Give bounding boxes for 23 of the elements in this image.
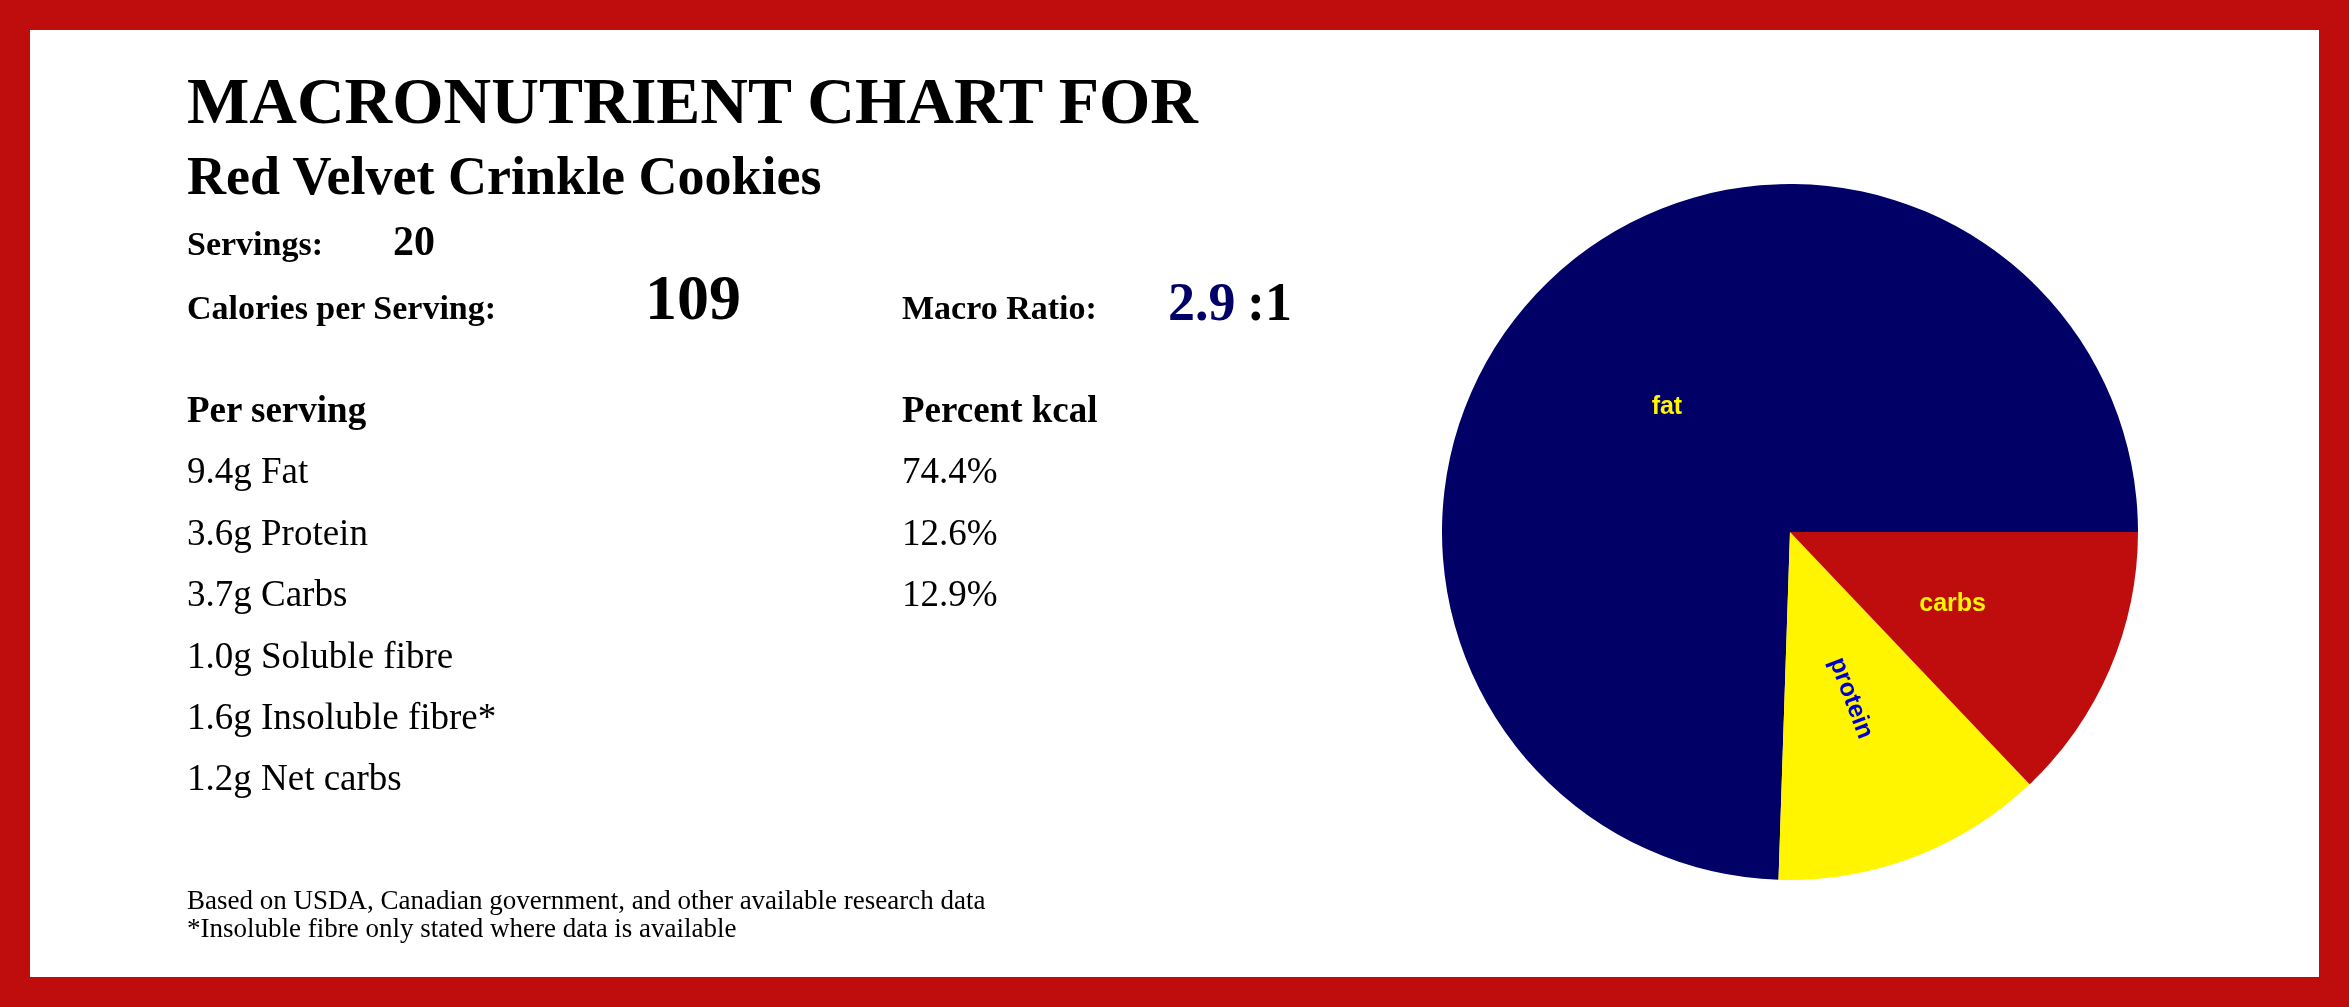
- text: 9.4g Fat: [187, 449, 309, 491]
- text: 1.0g Soluble fibre: [187, 634, 454, 676]
- text: Servings:: [187, 225, 323, 263]
- text: Percent kcal: [902, 388, 1098, 430]
- text: 2.9: [1168, 272, 1236, 333]
- text: 74.4%: [902, 449, 998, 491]
- text: Per serving: [187, 388, 367, 430]
- text: 12.6%: [902, 511, 998, 553]
- text: Calories per Serving:: [187, 289, 497, 327]
- text: Red Velvet Crinkle Cookies: [187, 146, 822, 207]
- text: 20: [393, 218, 435, 265]
- text: Macro Ratio:: [902, 289, 1097, 327]
- text: 3.7g Carbs: [187, 572, 348, 614]
- text: MACRONUTRIENT CHART FOR: [187, 63, 1198, 137]
- text: Based on USDA, Canadian government, and other available research data: [187, 884, 986, 915]
- text: 12.9%: [902, 572, 998, 614]
- text: 3.6g Protein: [187, 511, 368, 553]
- text: 109: [645, 262, 741, 334]
- text: 1.6g Insoluble fibre*: [187, 695, 497, 737]
- slice-label: fat: [1651, 390, 1683, 419]
- text: 1.2g Net carbs: [187, 756, 402, 798]
- text: :1: [1247, 272, 1292, 333]
- slice-label: carbs: [1919, 587, 1986, 616]
